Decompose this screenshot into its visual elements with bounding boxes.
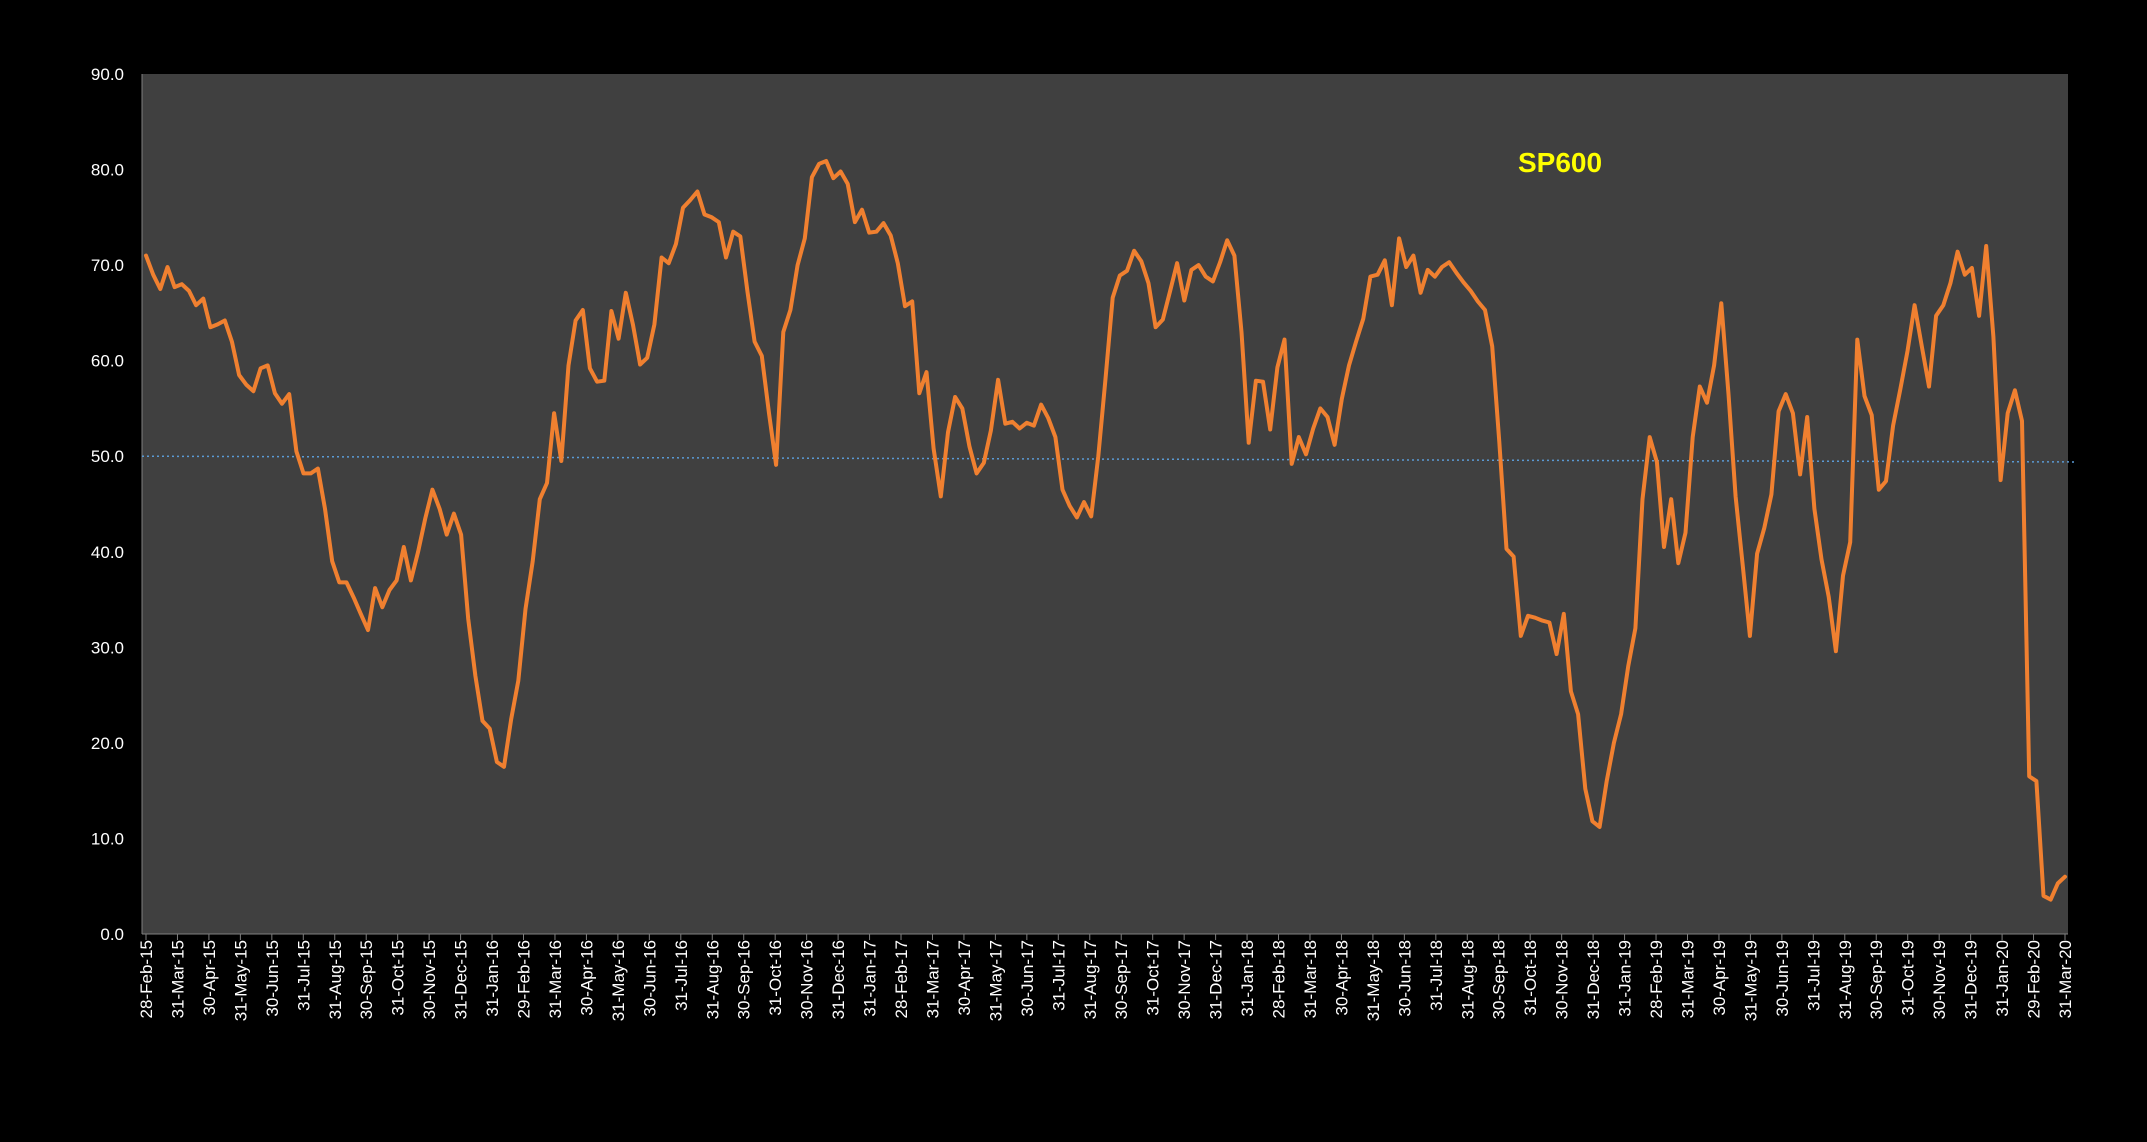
chart-title: SP600 [1518,147,1602,178]
x-tick-label: 30-Apr-18 [1332,940,1351,1016]
x-tick-label: 30-Apr-15 [200,940,219,1016]
x-tick-label: 30-Nov-15 [420,940,439,1019]
x-tick-label: 31-Dec-17 [1207,940,1226,1019]
x-tick-label: 31-Mar-20 [2056,940,2075,1018]
x-tick-label: 31-Jan-20 [1993,940,2012,1017]
x-tick-label: 31-Mar-18 [1301,940,1320,1018]
y-tick-label: 10.0 [91,829,124,848]
x-tick-label: 30-Jun-16 [640,940,659,1017]
x-tick-label: 30-Apr-19 [1710,940,1729,1016]
x-tick-label: 31-Mar-16 [546,940,565,1018]
x-tick-label: 31-Oct-17 [1144,940,1163,1016]
x-tick-label: 30-Jun-18 [1395,940,1414,1017]
x-tick-label: 30-Nov-16 [798,940,817,1019]
y-tick-label: 30.0 [91,638,124,657]
y-tick-label: 0.0 [100,925,124,944]
x-tick-label: 31-Jan-18 [1238,940,1257,1017]
x-tick-label: 31-Mar-17 [923,940,942,1018]
x-tick-label: 30-Jun-15 [263,940,282,1017]
x-tick-label: 31-May-19 [1741,940,1760,1021]
x-tick-label: 31-Jul-16 [672,940,691,1011]
plot-area [142,74,2068,934]
x-tick-label: 31-Oct-19 [1899,940,1918,1016]
x-tick-label: 31-Jul-18 [1427,940,1446,1011]
series-line-sp600 [144,159,2067,902]
x-tick-label: 31-May-17 [986,940,1005,1021]
x-tick-label: 29-Feb-16 [515,940,534,1018]
y-tick-label: 40.0 [91,543,124,562]
x-tick-label: 31-May-15 [231,940,250,1021]
x-tick-label: 31-May-18 [1364,940,1383,1021]
x-tick-label: 30-Nov-19 [1930,940,1949,1019]
x-tick-label: 31-Aug-19 [1836,940,1855,1019]
x-tick-label: 28-Feb-17 [892,940,911,1018]
x-axis-ticks: 28-Feb-15 31-Mar-15 30-Apr-15 31-May-15 30-J… [137,934,2075,1021]
y-tick-label: 20.0 [91,734,124,753]
x-tick-label: 31-Dec-19 [1962,940,1981,1019]
x-tick-label: 30-Apr-16 [577,940,596,1016]
x-tick-label: 31-May-16 [609,940,628,1021]
y-tick-label: 90.0 [91,65,124,84]
x-tick-label: 31-Aug-15 [326,940,345,1019]
x-tick-label: 30-Sep-17 [1112,940,1131,1019]
x-tick-label: 31-Oct-15 [389,940,408,1016]
x-tick-label: 31-Jan-17 [861,940,880,1017]
x-tick-label: 31-Dec-18 [1584,940,1603,1019]
y-axis-ticks: 0.0 10.0 20.0 30.0 40.0 50.0 60.0 70.0 80.0 90.0 [91,65,124,944]
x-tick-label: 30-Jun-17 [1018,940,1037,1017]
y-tick-label: 70.0 [91,256,124,275]
x-tick-label: 31-Aug-16 [703,940,722,1019]
x-tick-label: 30-Sep-19 [1867,940,1886,1019]
x-tick-label: 30-Sep-15 [357,940,376,1019]
x-tick-label: 31-Jan-19 [1616,940,1635,1017]
y-tick-label: 80.0 [91,161,124,180]
x-tick-label: 30-Jun-19 [1773,940,1792,1017]
reference-line-50 [141,455,2077,463]
x-tick-label: 31-Mar-15 [168,940,187,1018]
x-tick-label: 28-Feb-19 [1647,940,1666,1018]
x-tick-label: 31-Jul-17 [1049,940,1068,1011]
x-tick-label: 31-Dec-16 [829,940,848,1019]
y-tick-label: 50.0 [91,447,124,466]
x-tick-label: 31-Dec-15 [452,940,471,1019]
x-tick-label: 30-Nov-17 [1175,940,1194,1019]
x-tick-label: 31-Jul-15 [294,940,313,1011]
x-tick-label: 30-Sep-16 [735,940,754,1019]
x-tick-label: 30-Sep-18 [1490,940,1509,1019]
y-tick-label: 60.0 [91,352,124,371]
x-tick-label: 30-Apr-17 [955,940,974,1016]
x-tick-label: 31-Oct-16 [766,940,785,1016]
x-tick-label: 28-Feb-15 [137,940,156,1018]
x-tick-label: 31-Aug-18 [1458,940,1477,1019]
x-tick-label: 31-Oct-18 [1521,940,1540,1016]
x-tick-label: 29-Feb-20 [2025,940,2044,1018]
x-tick-label: 31-Mar-19 [1678,940,1697,1018]
x-tick-label: 31-Aug-17 [1081,940,1100,1019]
x-tick-label: 30-Nov-18 [1553,940,1572,1019]
x-tick-label: 31-Jan-16 [483,940,502,1017]
x-tick-label: 31-Jul-19 [1804,940,1823,1011]
x-tick-label: 28-Feb-18 [1270,940,1289,1018]
